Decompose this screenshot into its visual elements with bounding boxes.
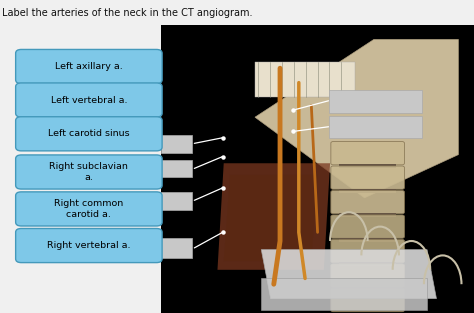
FancyBboxPatch shape	[331, 215, 404, 238]
FancyBboxPatch shape	[331, 141, 404, 165]
FancyBboxPatch shape	[16, 49, 162, 84]
Bar	[161, 135, 192, 153]
Bar	[161, 192, 192, 210]
Polygon shape	[255, 39, 458, 198]
Bar	[255, 63, 355, 97]
Bar	[161, 238, 192, 258]
FancyBboxPatch shape	[331, 288, 404, 312]
Bar	[329, 90, 422, 113]
Bar	[339, 189, 396, 193]
Bar	[339, 287, 396, 291]
Polygon shape	[224, 175, 318, 261]
Text: Label the arteries of the neck in the CT angiogram.: Label the arteries of the neck in the CT…	[2, 8, 253, 18]
Polygon shape	[261, 250, 437, 299]
FancyBboxPatch shape	[16, 117, 162, 151]
Polygon shape	[261, 279, 427, 310]
Bar	[339, 238, 396, 242]
Bar	[161, 25, 474, 313]
Text: Right subclavian
a.: Right subclavian a.	[49, 162, 128, 182]
Text: Right common
carotid a.: Right common carotid a.	[54, 199, 124, 218]
Text: Right vertebral a.: Right vertebral a.	[47, 241, 131, 250]
FancyBboxPatch shape	[331, 191, 404, 214]
Polygon shape	[218, 163, 330, 270]
FancyBboxPatch shape	[331, 166, 404, 189]
FancyBboxPatch shape	[16, 192, 162, 226]
Text: Left vertebral a.: Left vertebral a.	[51, 95, 127, 105]
Bar	[339, 262, 396, 266]
FancyBboxPatch shape	[16, 155, 162, 189]
Bar	[161, 160, 192, 177]
FancyBboxPatch shape	[331, 264, 404, 287]
Bar	[339, 164, 396, 168]
FancyBboxPatch shape	[16, 228, 162, 263]
Bar	[339, 213, 396, 218]
Bar	[329, 116, 422, 138]
FancyBboxPatch shape	[331, 239, 404, 263]
Text: Left carotid sinus: Left carotid sinus	[48, 129, 130, 138]
FancyBboxPatch shape	[16, 83, 162, 117]
Text: Left axillary a.: Left axillary a.	[55, 62, 123, 71]
